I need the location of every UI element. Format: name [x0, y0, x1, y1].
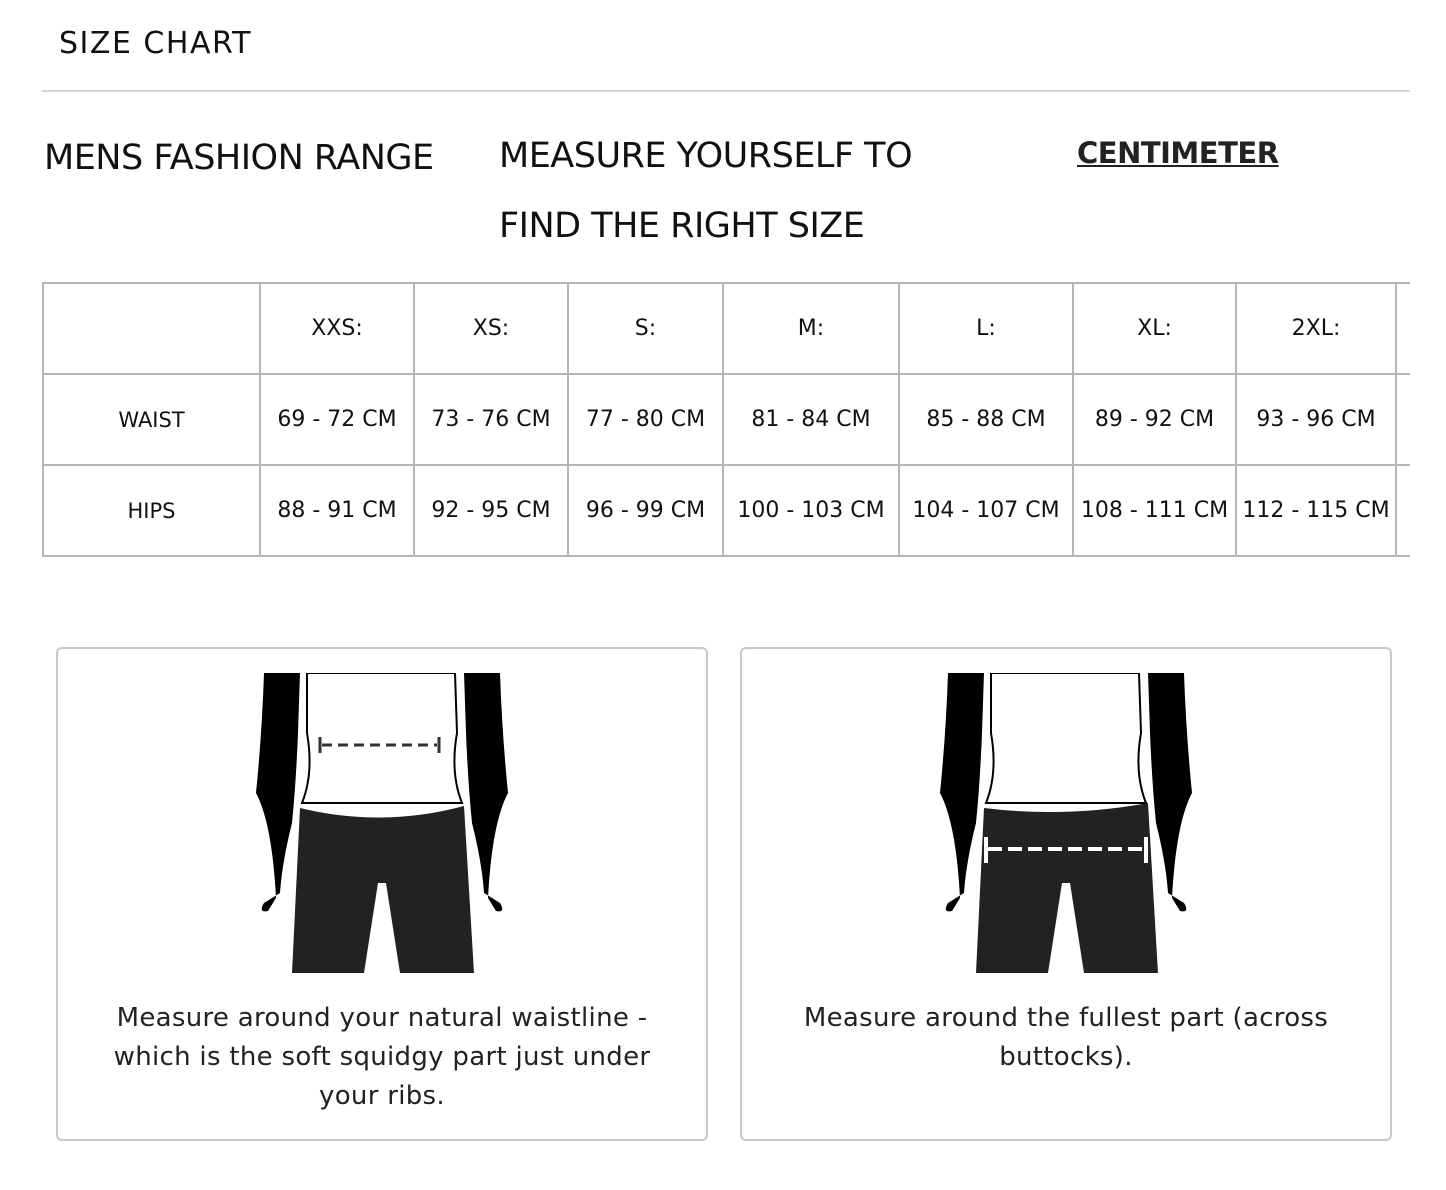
divider — [42, 90, 1410, 92]
table-cell-overflow — [1395, 373, 1410, 466]
hips-measure-illustration-icon — [940, 673, 1192, 973]
row-label: WAIST — [42, 373, 261, 466]
table-cell: 89 - 92 CM — [1072, 373, 1237, 466]
waist-measure-illustration-icon — [256, 673, 508, 973]
hips-guide-text: Measure around the fullest part (across … — [803, 1003, 1329, 1072]
range-title: MENS FASHION RANGE — [44, 138, 434, 178]
instruction-heading: MEASURE YOURSELF TO FIND THE RIGHT SIZE — [499, 136, 913, 246]
table-cell: 69 - 72 CM — [259, 373, 415, 466]
header-cell-xl: XL: — [1072, 282, 1237, 375]
header-cell-m: M: — [722, 282, 900, 375]
table-cell: 92 - 95 CM — [413, 464, 569, 557]
table-cell: 73 - 76 CM — [413, 373, 569, 466]
size-chart-title: SIZE CHART — [59, 26, 252, 61]
header-cell-l: L: — [898, 282, 1074, 375]
table-header-row: XXS: XS: S: M: L: XL: 2XL: — [42, 282, 1410, 375]
table-row-waist: WAIST 69 - 72 CM 73 - 76 CM 77 - 80 CM 8… — [42, 373, 1410, 466]
table-cell: 108 - 111 CM — [1072, 464, 1237, 557]
table-row-hips: HIPS 88 - 91 CM 92 - 95 CM 96 - 99 CM 10… — [42, 464, 1410, 557]
waist-guide-text: Measure around your natural waistline - … — [113, 1003, 651, 1111]
table-cell: 81 - 84 CM — [722, 373, 900, 466]
table-cell: 112 - 115 CM — [1235, 464, 1397, 557]
table-cell: 96 - 99 CM — [567, 464, 724, 557]
row-label: HIPS — [42, 464, 261, 557]
table-cell: 100 - 103 CM — [722, 464, 900, 557]
header-cell-overflow — [1395, 282, 1410, 375]
size-table: XXS: XS: S: M: L: XL: 2XL: WAIST 69 - 72… — [42, 282, 1410, 564]
table-cell: 93 - 96 CM — [1235, 373, 1397, 466]
header-cell — [42, 282, 261, 375]
header-cell-s: S: — [567, 282, 724, 375]
table-cell-overflow — [1395, 464, 1410, 557]
table-cell: 77 - 80 CM — [567, 373, 724, 466]
hips-guide-card: Measure around the fullest part (across … — [740, 647, 1392, 1141]
header-cell-xxs: XXS: — [259, 282, 415, 375]
waist-guide-card: Measure around your natural waistline - … — [56, 647, 708, 1141]
table-cell: 85 - 88 CM — [898, 373, 1074, 466]
table-cell: 88 - 91 CM — [259, 464, 415, 557]
unit-toggle-link[interactable]: CENTIMETER — [1077, 136, 1279, 170]
header-cell-2xl: 2XL: — [1235, 282, 1397, 375]
table-cell: 104 - 107 CM — [898, 464, 1074, 557]
header-cell-xs: XS: — [413, 282, 569, 375]
